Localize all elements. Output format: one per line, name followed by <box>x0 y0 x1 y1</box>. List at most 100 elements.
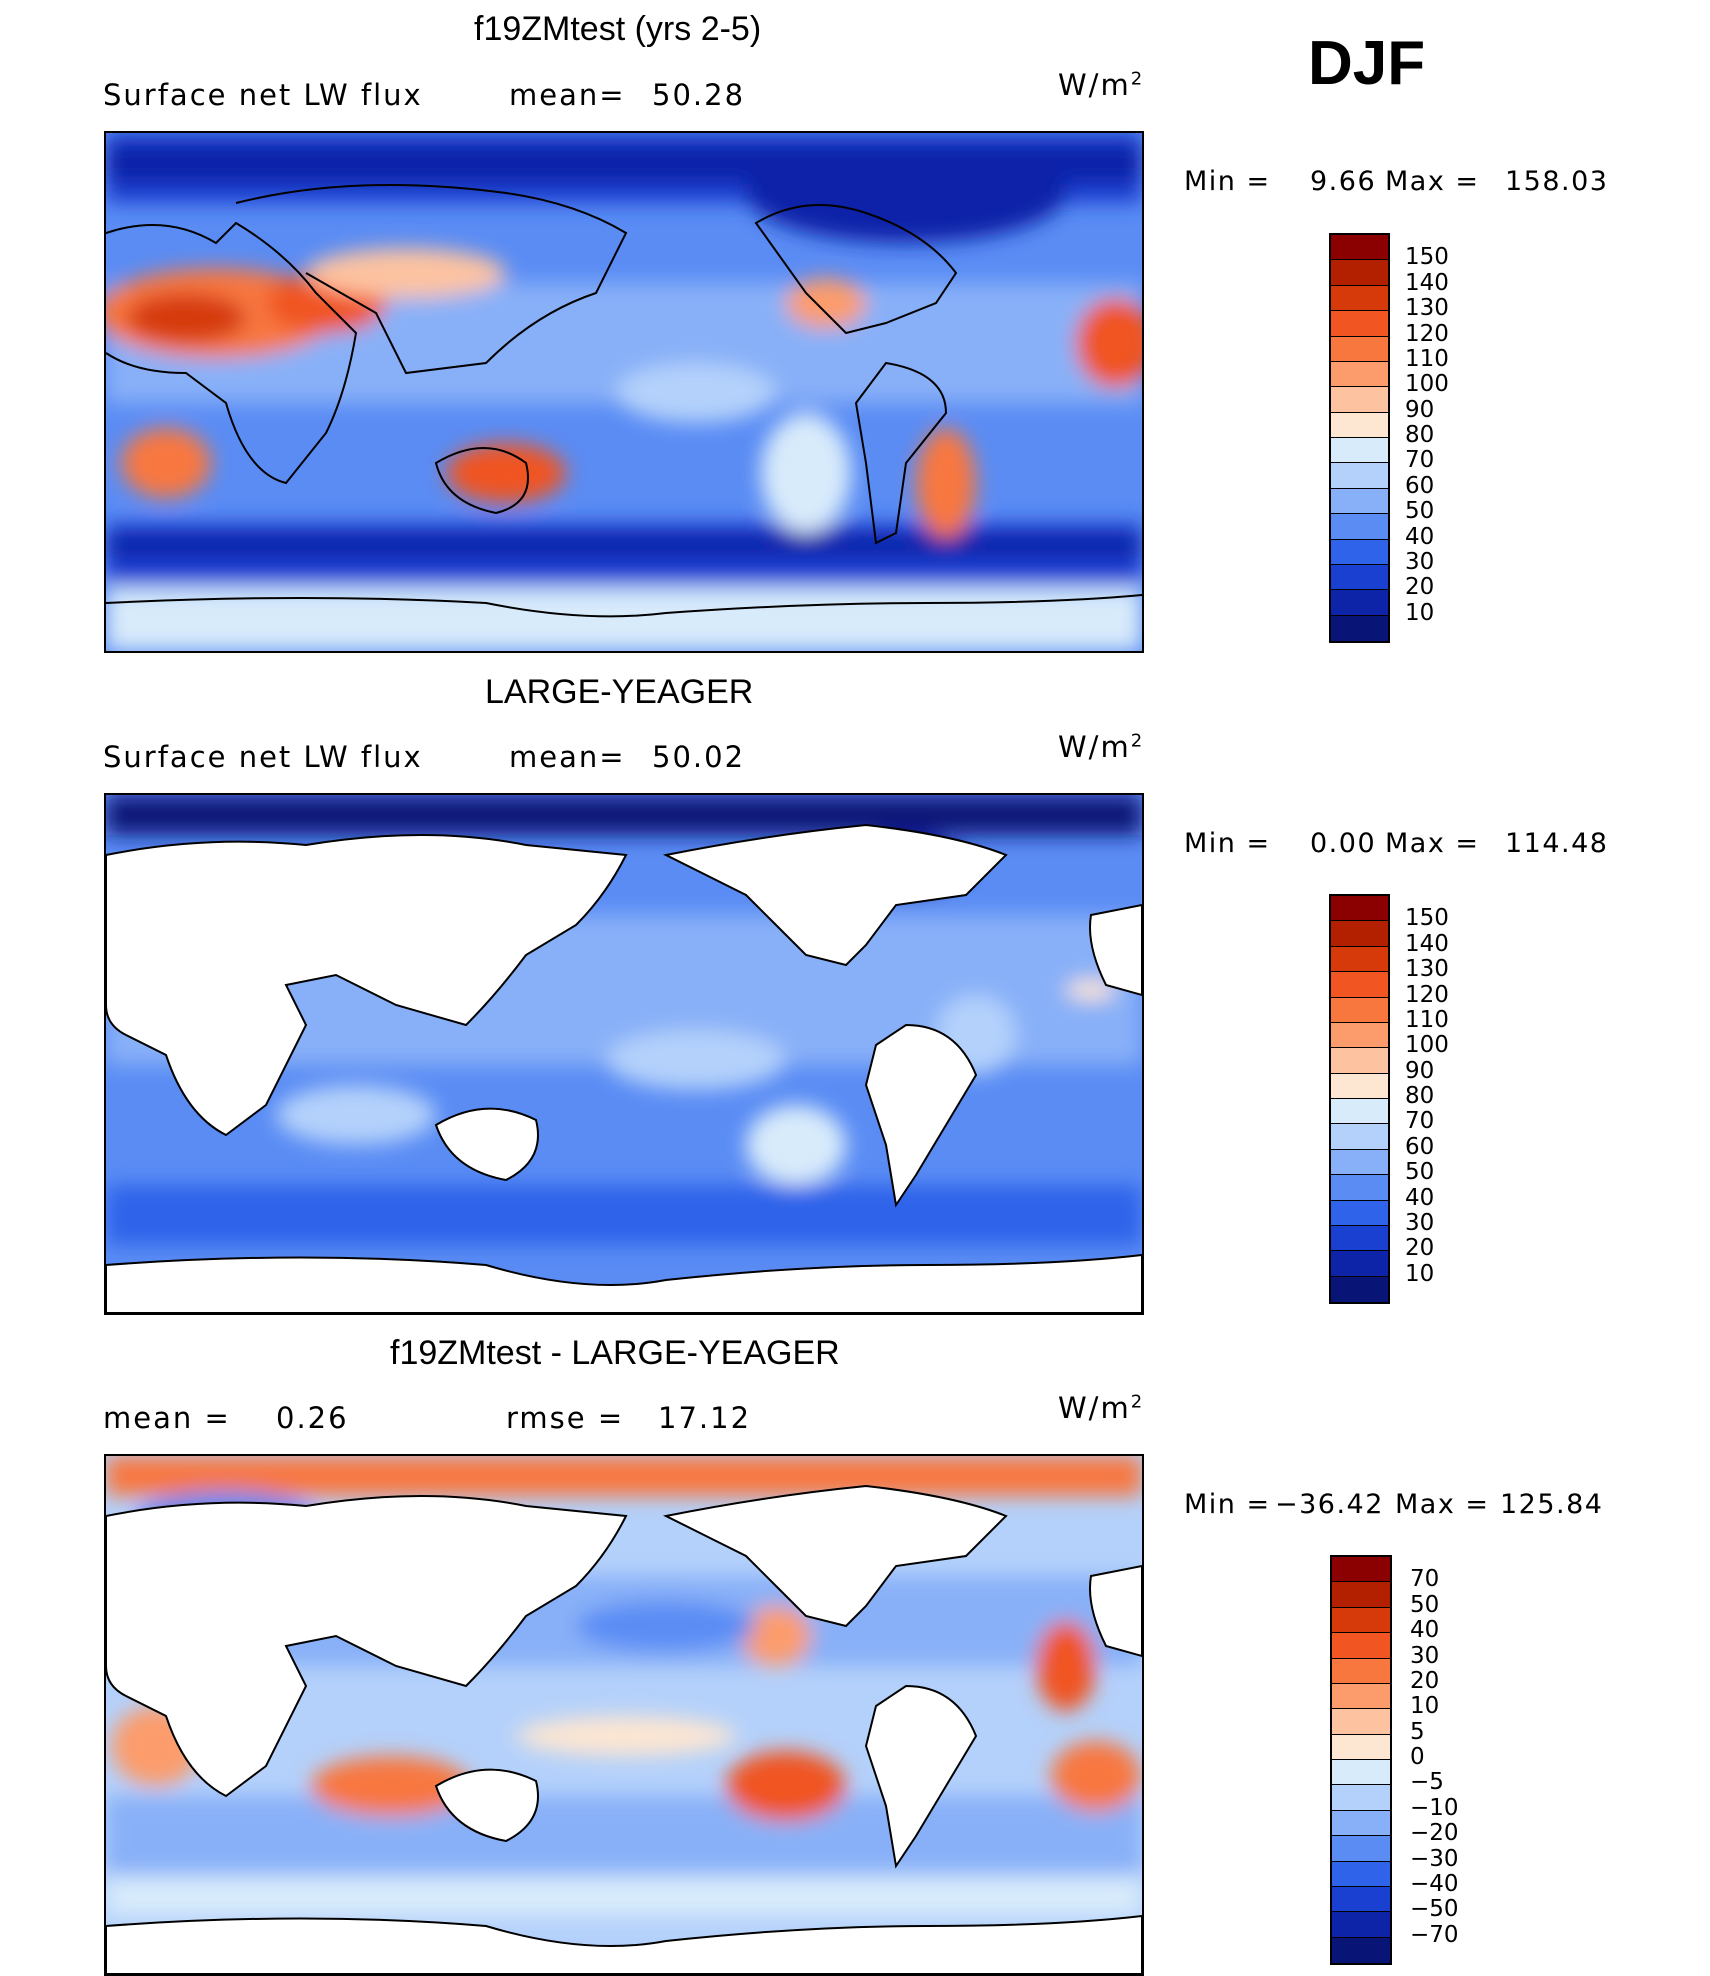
colorbar-tick-label: 30 <box>1405 548 1435 575</box>
colorbar-swatch <box>1332 1937 1390 1963</box>
colorbar-swatch <box>1331 463 1388 489</box>
colorbar-tick-label: 30 <box>1410 1642 1440 1669</box>
colorbar-swatch <box>1331 1200 1388 1226</box>
map-field <box>106 133 1142 651</box>
colorbar-tick-label: −10 <box>1410 1794 1459 1821</box>
panel-title: f19ZMtest (yrs 2-5) <box>474 10 762 48</box>
south-america-land <box>864 1684 978 1869</box>
mean-value: 50.02 <box>652 740 746 774</box>
australia-outline <box>434 447 529 515</box>
colorbar-tick-label: 0 <box>1410 1744 1425 1770</box>
colorbar-swatch <box>1331 1251 1388 1277</box>
colorbar-swatch <box>1332 1810 1390 1837</box>
colorbar-swatch <box>1332 1582 1390 1608</box>
colorbar-swatch <box>1331 1099 1388 1125</box>
colorbar-swatch <box>1331 285 1388 312</box>
colorbar-tick-label: −70 <box>1410 1921 1459 1948</box>
colorbar-tick-label: 90 <box>1405 1057 1435 1084</box>
antarctica-land <box>106 1253 1142 1313</box>
colorbar-swatch <box>1332 1836 1390 1862</box>
colorbar-swatch <box>1331 972 1388 998</box>
colorbar-tick-label: 10 <box>1405 599 1435 626</box>
colorbar-model <box>1329 233 1390 643</box>
colorbar-tick-label: 80 <box>1405 1083 1435 1109</box>
colorbar-swatch <box>1332 1734 1390 1760</box>
max-label: Max = <box>1385 166 1480 197</box>
colorbar-ticks-obs: 150 140 130 120 110 100 90 80 70 60 50 40 30 20 10 <box>1405 894 1485 1304</box>
colorbar-tick-label: 100 <box>1405 371 1449 398</box>
colorbar-tick-label: 10 <box>1410 1693 1440 1720</box>
panel-title: LARGE-YEAGER <box>485 673 754 711</box>
colorbar-swatch <box>1331 590 1388 616</box>
colorbar-tick-label: 50 <box>1405 498 1435 525</box>
colorbar-swatch <box>1331 1175 1388 1201</box>
colorbar-swatch <box>1331 438 1388 464</box>
min-label: Min = <box>1184 166 1271 197</box>
colorbar-ticks-diff: 70 50 40 30 20 10 5 0 −5 −10 −20 −30 −40 −50 −70 <box>1410 1555 1490 1965</box>
north-america-land <box>662 823 1008 967</box>
map-field <box>106 1456 1142 1974</box>
max-label: Max = <box>1395 1489 1490 1520</box>
colorbar-swatch <box>1331 361 1388 388</box>
mean-label: mean= <box>509 740 626 774</box>
australia-land <box>434 1107 539 1182</box>
colorbar-swatch <box>1331 1149 1388 1176</box>
colorbar-tick-label: 70 <box>1405 447 1435 474</box>
colorbar-tick-label: 140 <box>1405 269 1449 296</box>
colorbar-swatch <box>1332 1607 1390 1634</box>
colorbar-tick-label: 150 <box>1405 905 1449 932</box>
units-label: W/m2 <box>1058 68 1145 102</box>
field-label: Surface net LW flux <box>103 740 423 774</box>
colorbar-swatch <box>1331 1225 1388 1252</box>
colorbar-obs <box>1329 894 1390 1304</box>
colorbar-swatch <box>1332 1760 1390 1786</box>
colorbar-swatch <box>1332 1633 1390 1659</box>
colorbar-tick-label: −5 <box>1410 1769 1444 1796</box>
rmse-label: rmse = <box>506 1401 625 1435</box>
colorbar-tick-label: 80 <box>1405 422 1435 448</box>
units-label: W/m2 <box>1058 730 1145 764</box>
colorbar-tick-label: 150 <box>1405 244 1449 271</box>
colorbar-swatch <box>1331 1048 1388 1074</box>
colorbar-tick-label: 130 <box>1405 295 1449 322</box>
map-diff <box>104 1454 1144 1976</box>
colorbar-tick-label: 10 <box>1405 1260 1435 1287</box>
colorbar-tick-label: 120 <box>1405 320 1449 347</box>
colorbar-swatch <box>1332 1886 1390 1913</box>
colorbar-swatch <box>1332 1709 1390 1735</box>
colorbar-swatch <box>1331 387 1388 413</box>
eurasia-africa-land <box>106 834 628 1137</box>
colorbar-swatch <box>1332 1658 1390 1684</box>
field-label: Surface net LW flux <box>103 78 423 112</box>
colorbar-tick-label: 20 <box>1405 1235 1435 1262</box>
colorbar-tick-label: 90 <box>1405 396 1435 423</box>
colorbar-tick-label: 110 <box>1405 345 1449 372</box>
colorbar-swatch <box>1331 260 1388 286</box>
colorbar-ticks-model: 150 140 130 120 110 100 90 80 70 60 50 40 30 20 10 <box>1405 233 1485 643</box>
mean-value: 0.26 <box>276 1401 349 1435</box>
map-field <box>106 795 1142 1313</box>
south-america-land <box>864 1023 978 1208</box>
north-america-land <box>662 1484 1008 1628</box>
colorbar-diff <box>1330 1555 1392 1965</box>
min-value: −36.42 <box>1275 1489 1384 1520</box>
rmse-value: 17.12 <box>658 1401 752 1435</box>
colorbar-swatch <box>1331 896 1388 922</box>
colorbar-tick-label: 20 <box>1410 1667 1440 1694</box>
colorbar-tick-label: 110 <box>1405 1006 1449 1033</box>
colorbar-tick-label: −50 <box>1410 1896 1459 1923</box>
colorbar-tick-label: 5 <box>1410 1718 1425 1745</box>
colorbar-tick-label: −20 <box>1410 1820 1459 1847</box>
max-value: 114.48 <box>1505 828 1609 859</box>
colorbar-tick-label: 40 <box>1405 1184 1435 1211</box>
colorbar-tick-label: 60 <box>1405 472 1435 499</box>
colorbar-swatch <box>1331 1022 1388 1049</box>
south-america-outline <box>854 361 948 545</box>
mean-value: 50.28 <box>652 78 746 112</box>
colorbar-tick-label: −30 <box>1410 1845 1459 1872</box>
colorbar-swatch <box>1331 921 1388 947</box>
max-value: 158.03 <box>1505 166 1609 197</box>
colorbar-swatch <box>1331 1124 1388 1150</box>
colorbar-swatch <box>1331 488 1388 515</box>
colorbar-tick-label: 40 <box>1410 1617 1440 1644</box>
